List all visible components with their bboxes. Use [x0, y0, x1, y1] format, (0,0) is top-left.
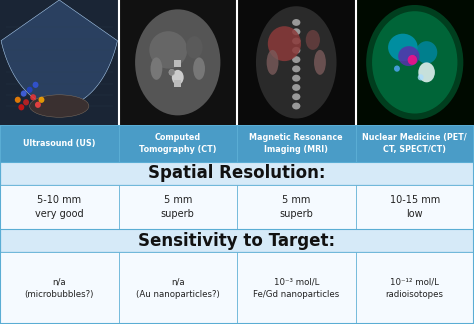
Ellipse shape [268, 26, 301, 61]
Ellipse shape [256, 6, 337, 119]
Bar [174, 80, 181, 87]
Circle shape [30, 94, 36, 100]
Ellipse shape [186, 36, 202, 59]
Text: n/a
(microbubbles?): n/a (microbubbles?) [25, 277, 94, 299]
Text: Computed
Tomography (CT): Computed Tomography (CT) [139, 133, 217, 154]
Ellipse shape [193, 57, 205, 80]
Ellipse shape [306, 30, 320, 50]
Circle shape [27, 87, 33, 93]
Text: 10⁻³ mol/L
Fe/Gd nanoparticles: 10⁻³ mol/L Fe/Gd nanoparticles [253, 277, 339, 299]
Bar [118, 0, 237, 125]
Ellipse shape [398, 46, 419, 66]
Circle shape [21, 90, 27, 97]
Circle shape [18, 104, 24, 110]
Ellipse shape [388, 34, 418, 61]
Bar [0, 229, 474, 252]
Ellipse shape [292, 93, 301, 100]
Circle shape [38, 97, 45, 103]
Ellipse shape [292, 28, 301, 35]
Ellipse shape [149, 31, 187, 69]
Bar [118, 252, 237, 324]
Circle shape [408, 55, 417, 65]
Bar [237, 125, 356, 162]
Ellipse shape [372, 11, 457, 113]
Text: 5 mm
superb: 5 mm superb [279, 195, 313, 219]
Ellipse shape [314, 50, 326, 75]
Ellipse shape [418, 62, 435, 82]
Bar [356, 125, 474, 162]
Ellipse shape [292, 65, 301, 72]
Bar [174, 60, 181, 67]
Bar [237, 252, 356, 324]
Bar [0, 185, 474, 229]
Ellipse shape [151, 57, 162, 80]
Text: Ultrasound (US): Ultrasound (US) [23, 139, 95, 148]
Bar [0, 252, 118, 324]
Circle shape [33, 82, 38, 88]
Circle shape [169, 69, 175, 75]
Text: 5 mm
superb: 5 mm superb [161, 195, 195, 219]
Ellipse shape [292, 47, 301, 54]
Bar [0, 252, 474, 324]
Bar [0, 185, 118, 229]
Circle shape [394, 65, 400, 72]
Ellipse shape [292, 103, 301, 110]
Bar [237, 0, 356, 125]
Circle shape [418, 74, 424, 80]
Polygon shape [1, 0, 118, 107]
Text: 10-15 mm
low: 10-15 mm low [390, 195, 440, 219]
Ellipse shape [266, 50, 278, 75]
Bar [237, 185, 356, 229]
Ellipse shape [366, 5, 463, 120]
Bar [356, 185, 474, 229]
Bar [0, 162, 474, 185]
Ellipse shape [292, 19, 301, 26]
Circle shape [23, 99, 29, 105]
Circle shape [15, 97, 21, 103]
Text: Magnetic Resonance
Imaging (MRI): Magnetic Resonance Imaging (MRI) [249, 133, 343, 154]
Text: Sensitivity to Target:: Sensitivity to Target: [138, 232, 336, 250]
Ellipse shape [292, 84, 301, 91]
Ellipse shape [292, 38, 301, 44]
Text: 10⁻¹² mol/L
radioisotopes: 10⁻¹² mol/L radioisotopes [386, 277, 444, 299]
Circle shape [35, 102, 41, 108]
Ellipse shape [135, 9, 220, 115]
Bar [118, 125, 237, 162]
Ellipse shape [172, 70, 184, 85]
Ellipse shape [29, 95, 89, 117]
Ellipse shape [416, 41, 437, 64]
Bar [0, 125, 118, 162]
Text: Spatial Resolution:: Spatial Resolution: [148, 164, 326, 182]
Bar [0, 0, 118, 125]
Bar [118, 185, 237, 229]
Bar [356, 0, 474, 125]
Text: Nuclear Medicine (PET/
CT, SPECT/CT): Nuclear Medicine (PET/ CT, SPECT/CT) [363, 133, 467, 154]
Text: 5-10 mm
very good: 5-10 mm very good [35, 195, 83, 219]
Text: n/a
(Au nanoparticles?): n/a (Au nanoparticles?) [136, 277, 219, 299]
Ellipse shape [292, 75, 301, 82]
Bar [356, 252, 474, 324]
Ellipse shape [292, 56, 301, 63]
